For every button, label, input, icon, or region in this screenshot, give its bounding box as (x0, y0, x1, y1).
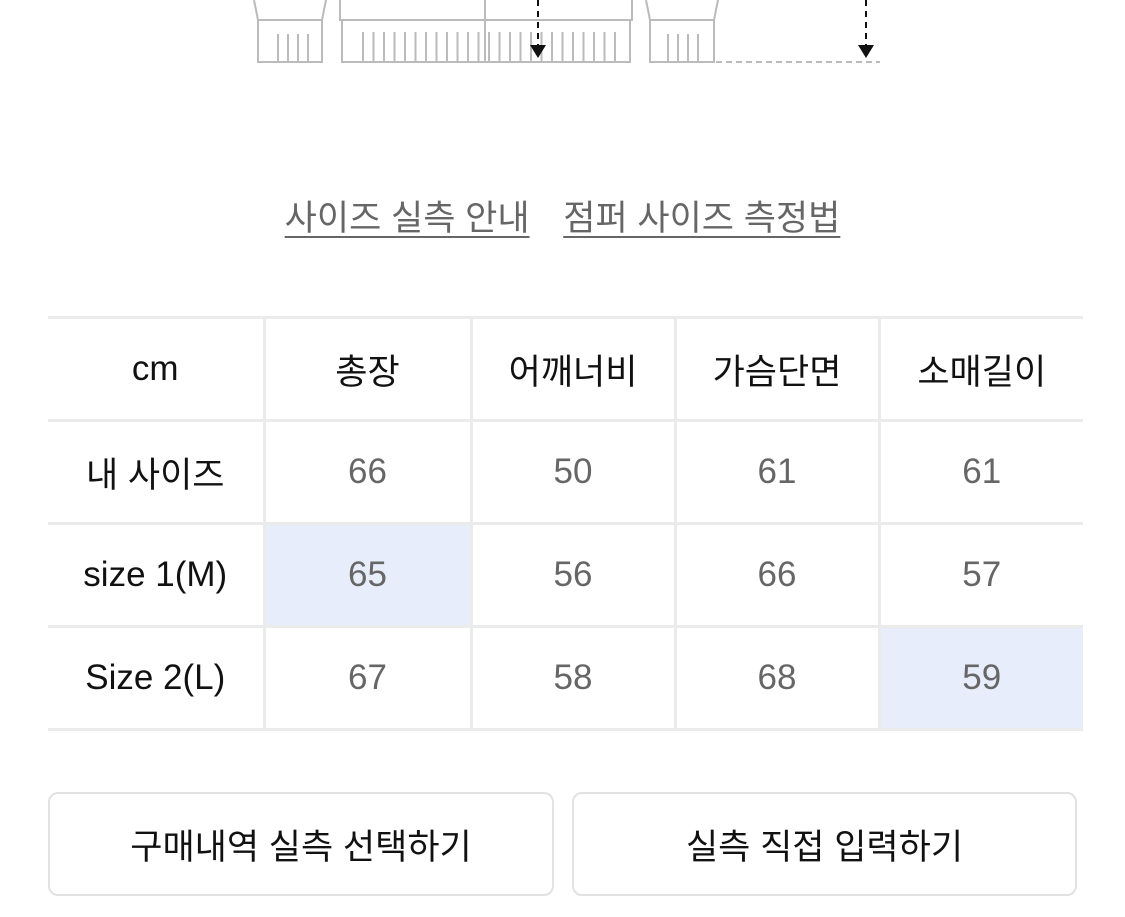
jumper-measurement-illustration (253, 0, 880, 63)
cell: 61 (673, 419, 881, 525)
jumper-measure-method-link[interactable]: 점퍼 사이즈 측정법 (563, 199, 841, 238)
table-header-row: cm 총장 어깨너비 가슴단면 소매길이 (48, 316, 1083, 422)
select-from-purchase-history-button[interactable]: 구매내역 실측 선택하기 (48, 792, 554, 896)
header-total-length: 총장 (262, 316, 473, 422)
cell: 66 (262, 419, 473, 525)
table-row: Size 2(L) 67 58 68 59 (48, 625, 1083, 731)
size-guide-links: 사이즈 실측 안내 점퍼 사이즈 측정법 (0, 190, 1125, 241)
cell-highlighted: 59 (877, 625, 1083, 731)
cell: 57 (877, 522, 1083, 628)
header-unit: cm (48, 316, 266, 422)
header-shoulder-width: 어깨너비 (469, 316, 677, 422)
row-label: Size 2(L) (48, 625, 266, 731)
table-row: size 1(M) 65 56 66 57 (48, 522, 1083, 628)
hem-ribbing (362, 32, 616, 62)
row-label: size 1(M) (48, 522, 266, 628)
table-row: 내 사이즈 66 50 61 61 (48, 419, 1083, 525)
size-guide-link[interactable]: 사이즈 실측 안내 (284, 199, 530, 238)
cell: 58 (469, 625, 677, 731)
size-table: cm 총장 어깨너비 가슴단면 소매길이 내 사이즈 66 50 61 61 s… (48, 316, 1083, 731)
row-label: 내 사이즈 (48, 419, 266, 525)
cell: 56 (469, 522, 677, 628)
cell: 67 (262, 625, 473, 731)
cell: 50 (469, 419, 677, 525)
cell: 68 (673, 625, 881, 731)
cell-highlighted: 65 (262, 522, 473, 628)
cell: 61 (877, 419, 1083, 525)
cell: 66 (673, 522, 881, 628)
header-chest-width: 가슴단면 (673, 316, 881, 422)
header-sleeve-length: 소매길이 (877, 316, 1083, 422)
direct-input-button[interactable]: 실측 직접 입력하기 (572, 792, 1077, 896)
